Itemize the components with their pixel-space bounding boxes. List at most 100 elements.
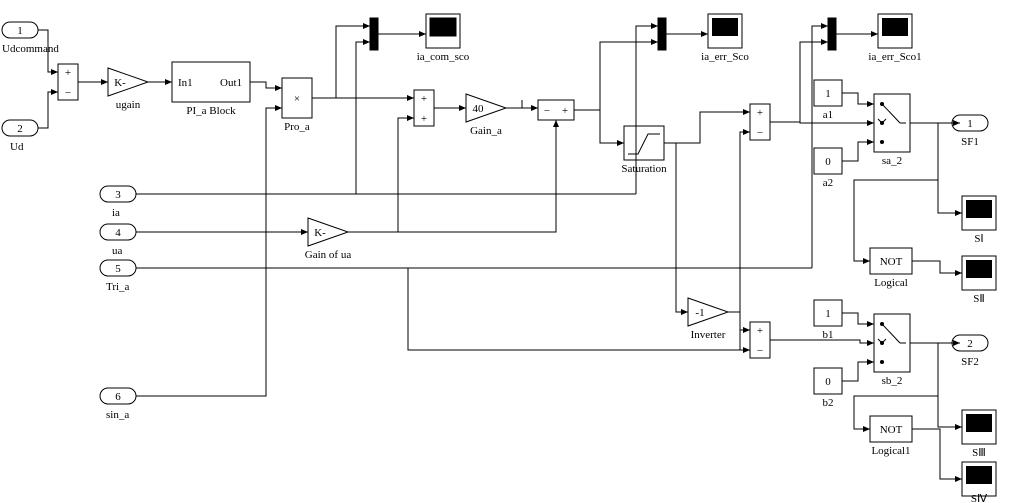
gain-ua-label: Gain of ua [305,249,352,261]
sum4: + − [750,104,770,140]
scope-siii-label: SⅢ [972,447,986,459]
gain-ua: K- Gain of ua [305,218,352,261]
not2-op: NOT [880,424,903,436]
b2-label: b2 [823,397,834,409]
switch-sb2: sb_2 [874,314,910,387]
scope-si: SⅠ [962,196,996,245]
sum3: − + [538,100,574,120]
sum3-right: + [562,105,568,117]
simulink-diagram: 1 Udcommand 2 Ud 3 ia 4 ua 5 Tri_a 6 sin… [0,0,1012,503]
outport-sf1: 1 SF1 [952,115,988,148]
sum5-top: + [757,325,763,337]
scope-sii-label: SⅡ [973,293,985,305]
pro-a-label: Pro_a [284,121,310,133]
sum5: + − [750,322,770,358]
gain-ugain: K- ugain [108,68,148,111]
gain-a: 40 Gain_a [466,94,506,137]
inport-sin-a-label: sin_a [106,409,129,421]
b1-label: b1 [823,329,834,341]
sum1: + − [58,64,78,100]
a1-val: 1 [825,88,831,100]
scope-ia-err-label: ia_err_Sco [701,51,749,63]
sum5-bot: − [757,345,763,357]
inport-udcommand: 1 Udcommand [2,22,59,55]
outport-sf2: 2 SF2 [952,335,988,368]
sum1-bot: − [65,87,71,99]
pi-a-out: Out1 [220,77,242,89]
inport-tri-a-label: Tri_a [106,281,130,293]
sa2-label: sa_2 [882,155,902,167]
a1-label: a1 [823,109,833,121]
inport-ua-label: ua [112,245,123,257]
not1-label: Logical [874,277,908,289]
not2-label: Logical1 [871,445,910,457]
inport-ia-num: 3 [115,189,121,201]
const-b2: 0 b2 [814,368,842,409]
sum3-left: − [544,105,550,117]
sum1-top: + [65,67,71,79]
pi-a-label: PI_a Block [186,105,236,117]
inport-ud-num: 2 [17,123,23,135]
scope-siii: SⅢ [962,410,996,459]
logical-not1: NOT Logical [870,248,912,289]
inport-ua-num: 4 [115,227,121,239]
const-a2: 0 a2 [814,148,842,189]
saturation-label: Saturation [621,163,667,175]
gain-ugain-label: ugain [116,99,141,111]
sum2-bot: + [421,113,427,125]
a2-label: a2 [823,177,833,189]
sum4-bot: − [757,127,763,139]
pi-a-in: In1 [178,77,193,89]
scope-ia-com: ia_com_sco [417,14,470,63]
inport-ua: 4 ua [100,224,136,257]
const-b1: 1 b1 [814,300,842,341]
mux-2 [658,18,666,50]
inv-k: -1 [695,307,704,319]
gain-ugain-k: K- [114,77,126,89]
gain-a-k: 40 [473,103,485,115]
inport-ia-label: ia [112,207,120,219]
inv-label: Inverter [691,329,726,341]
scope-ia-err1-label: ia_err_Sco1 [868,51,921,63]
scope-sii: SⅡ [962,256,996,305]
pi-a-block: In1 Out1 PI_a Block [172,62,250,117]
scope-siv-label: SⅣ [971,493,988,503]
b2-val: 0 [825,376,831,388]
inport-sin-a-num: 6 [115,391,121,403]
mux-1 [370,18,378,50]
sb2-label: sb_2 [882,375,903,387]
switch-sa2: sa_2 [874,94,910,167]
product-pro-a: × Pro_a [282,78,312,133]
pro-a-sym: × [294,93,300,105]
inport-tri-a-num: 5 [115,263,121,275]
sum2-top: + [421,93,427,105]
inport-udcommand-num: 1 [17,25,23,37]
const-a1: 1 a1 [814,80,842,121]
sf2-num: 2 [967,338,973,350]
gain-inverter: -1 Inverter [688,298,728,341]
inport-ud-label: Ud [10,141,24,153]
sum2: + + [414,90,434,126]
scope-si-label: SⅠ [974,233,983,245]
saturation: Saturation [621,126,667,175]
inport-tri-a: 5 Tri_a [100,260,136,293]
mux-3 [828,18,836,50]
logical-not2: NOT Logical1 [870,416,912,457]
gain-ua-k: K- [314,227,326,239]
sf1-label: SF1 [961,136,979,148]
sf2-label: SF2 [961,356,979,368]
sum4-top: + [757,107,763,119]
scope-ia-err: ia_err_Sco [701,14,749,63]
inport-sin-a: 6 sin_a [100,388,136,421]
not1-op: NOT [880,256,903,268]
inport-ud: 2 Ud [2,120,38,153]
sf1-num: 1 [967,118,973,130]
scope-siv: SⅣ [962,462,996,503]
gain-a-label: Gain_a [470,125,502,137]
b1-val: 1 [825,308,831,320]
scope-ia-com-label: ia_com_sco [417,51,470,63]
a2-val: 0 [825,156,831,168]
inport-udcommand-label: Udcommand [2,43,59,55]
inport-ia: 3 ia [100,186,136,219]
scope-ia-err1: ia_err_Sco1 [868,14,921,63]
